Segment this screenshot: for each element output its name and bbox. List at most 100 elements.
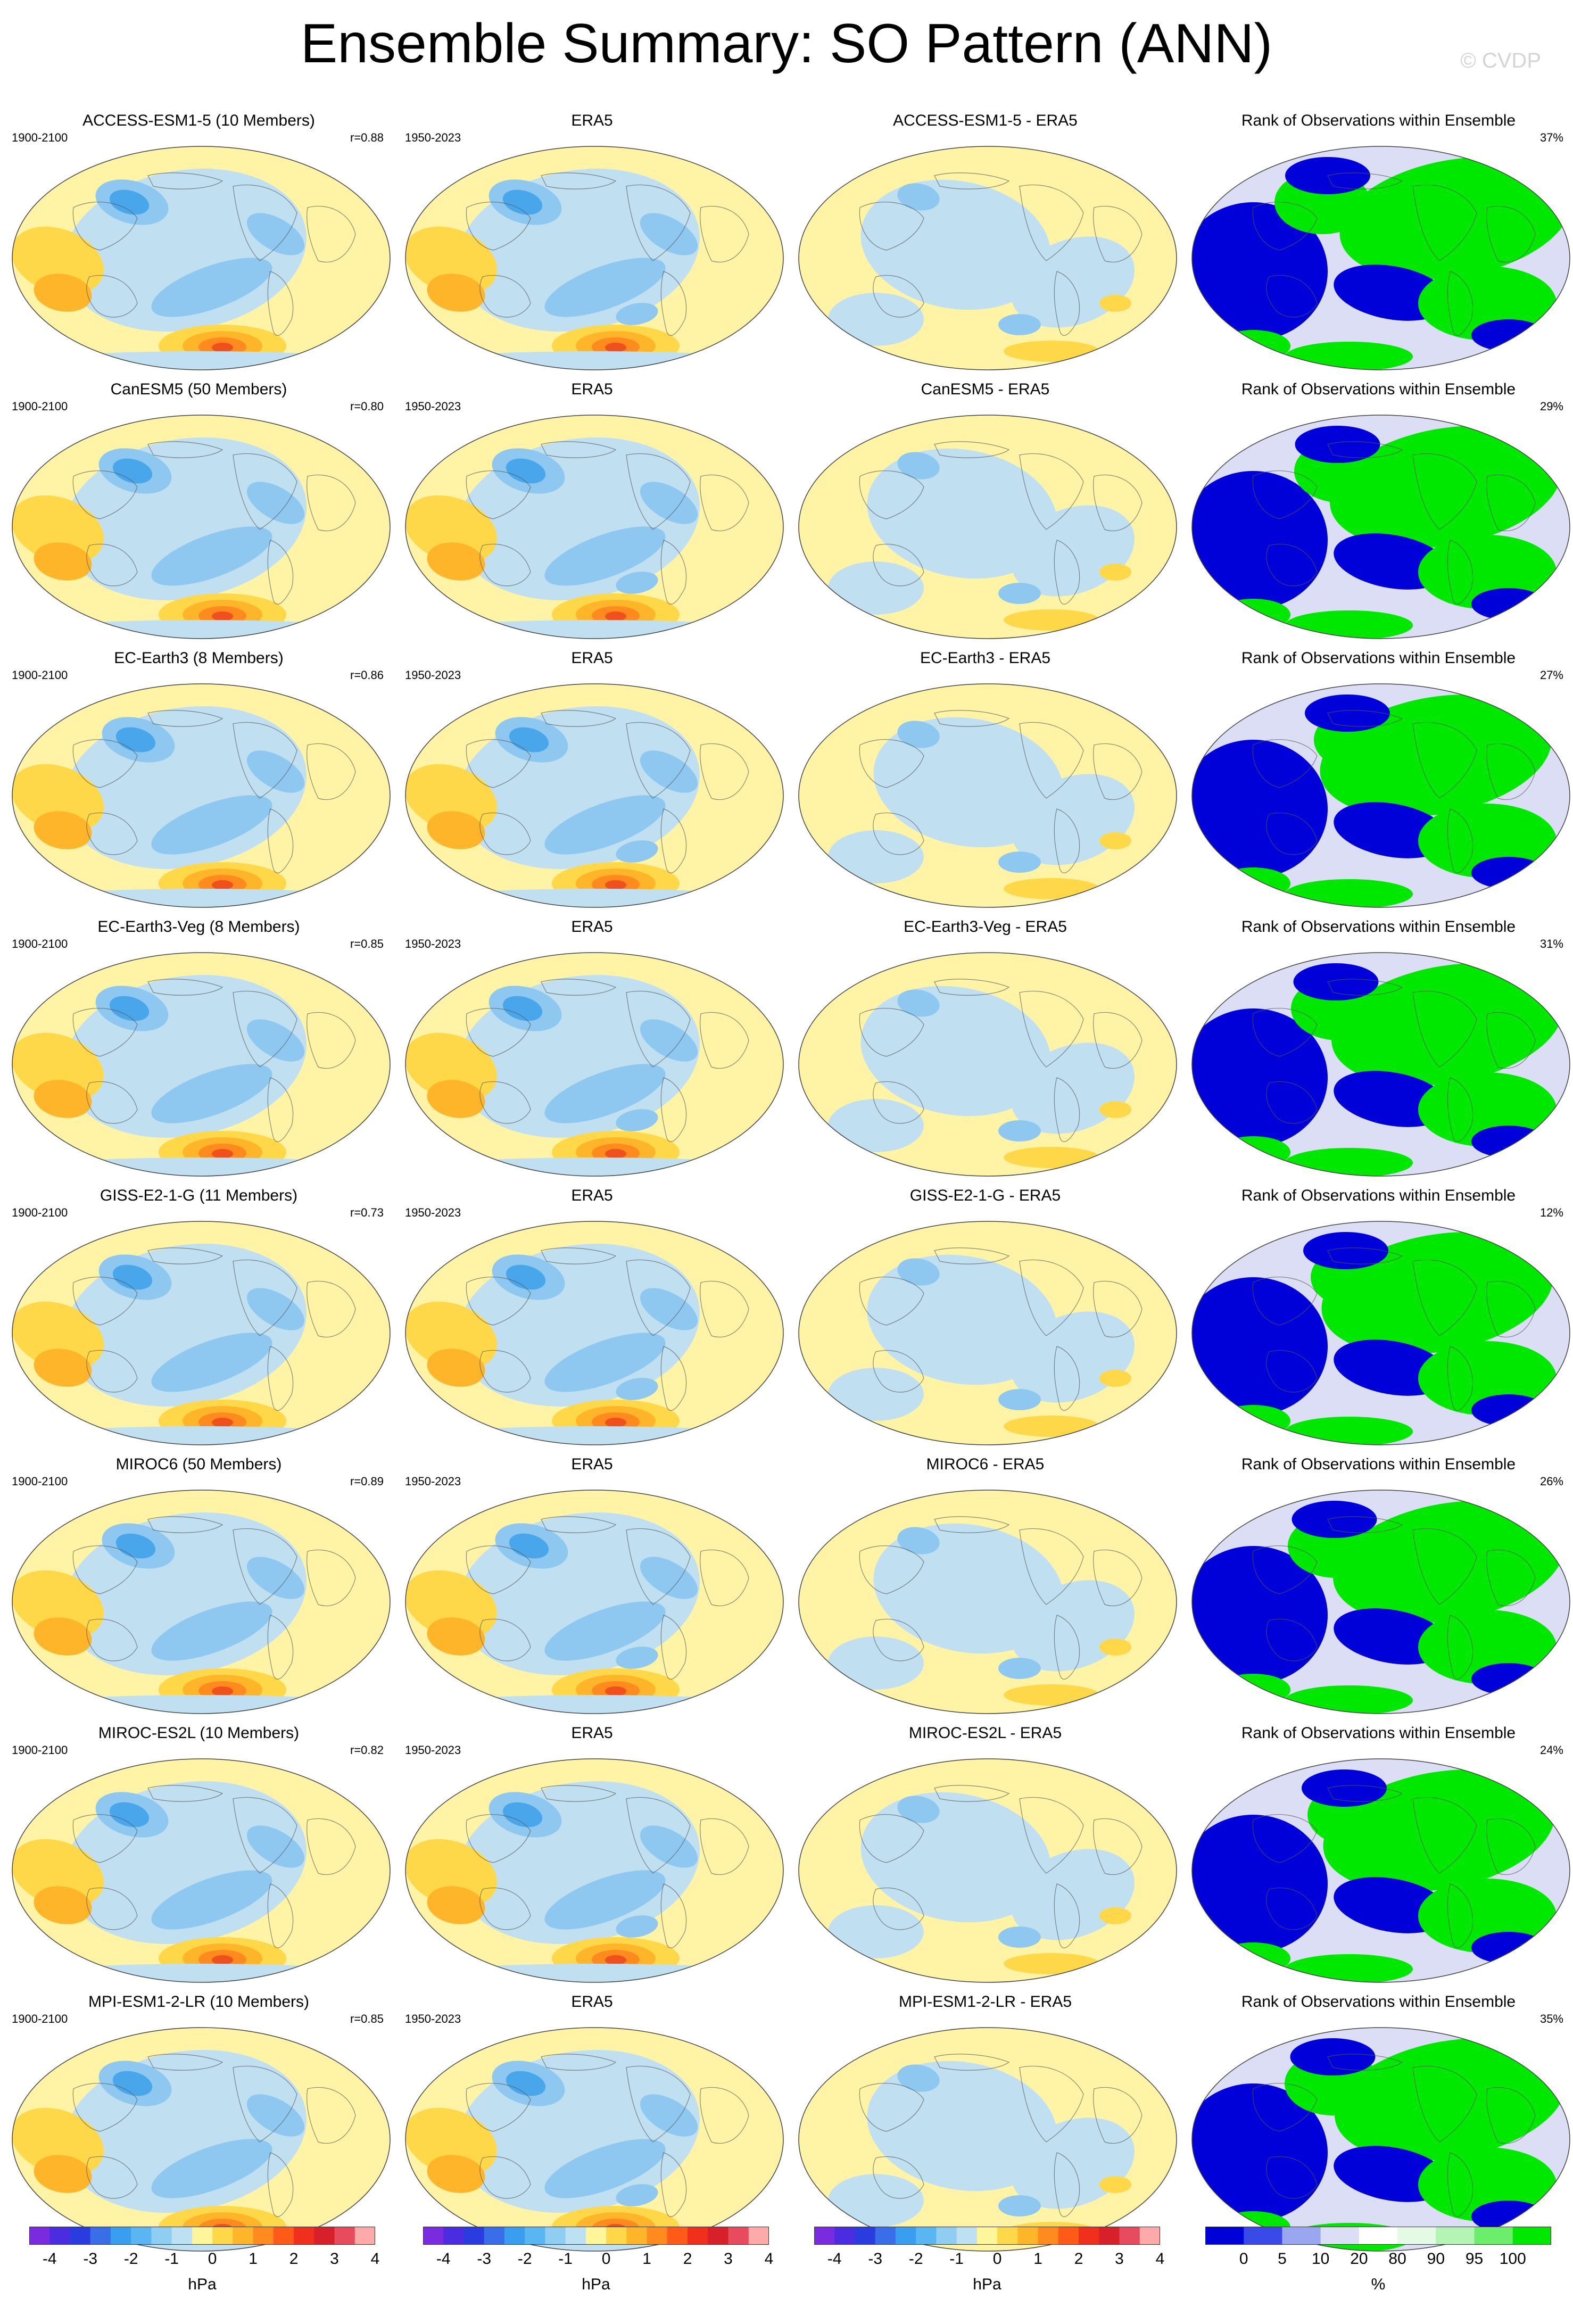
- positive-region: [1004, 1684, 1099, 1706]
- colorbar-tick-label: -2: [908, 2250, 923, 2268]
- map-outline: [405, 2027, 784, 2252]
- coastline: [1327, 172, 1403, 189]
- coastline: [233, 1259, 297, 1336]
- colorbar-tick-label: 0: [1239, 2250, 1248, 2268]
- coastline: [147, 441, 223, 458]
- negative-region: [246, 213, 305, 255]
- coastline: [1252, 1277, 1318, 1326]
- colorbar-unit: hPa: [188, 2276, 217, 2293]
- positive-region: [405, 764, 498, 833]
- panel-period: 1950-2023: [405, 400, 461, 413]
- negative-region: [998, 1658, 1041, 1679]
- coastline: [541, 1247, 617, 1264]
- positive-region: [34, 1617, 92, 1656]
- pattern-correlation: r=0.89: [350, 1475, 384, 1488]
- rank-high-region: [1330, 426, 1561, 548]
- coastline: [1093, 1818, 1143, 1875]
- rank-low-region: [1471, 1932, 1546, 1964]
- colorbar-swatches: [1205, 2227, 1551, 2245]
- rank-high-region: [1216, 1405, 1290, 1437]
- colorbar-swatch: [1359, 2227, 1398, 2245]
- coastline: [1447, 1883, 1473, 1948]
- panel-obs-row-8: ERA5 1950-2023: [395, 1988, 789, 2256]
- map-outline: [1191, 1221, 1570, 1445]
- colorbar-tick-label: -2: [123, 2250, 138, 2268]
- panel-period: 1900-2100: [12, 2012, 68, 2025]
- negative-region: [860, 1792, 1051, 1923]
- colorbar-swatch: [354, 2227, 375, 2245]
- colorbar-swatch: [463, 2227, 485, 2245]
- coastline: [72, 202, 138, 251]
- coastline: [1054, 1615, 1080, 1680]
- colorbar-swatch: [1436, 2227, 1475, 2245]
- negative-region: [897, 183, 940, 211]
- negative-core: [502, 996, 543, 1021]
- colorbar-tick-label: -3: [868, 2250, 883, 2268]
- coastline: [147, 979, 223, 996]
- rank-low-region: [1192, 1008, 1328, 1147]
- coastline: [626, 184, 691, 261]
- negative-region: [897, 1796, 940, 1823]
- coastline: [479, 275, 531, 318]
- colorbar-tick-label: 1: [642, 2250, 651, 2268]
- colorbar-swatch: [423, 2227, 444, 2245]
- positive-region: [34, 811, 92, 849]
- negative-region: [151, 526, 272, 586]
- coastline: [1266, 2156, 1318, 2199]
- panel-title: EC-Earth3 - ERA5: [920, 649, 1051, 667]
- coastline: [1486, 1012, 1536, 1069]
- model-map: [12, 1758, 391, 1983]
- positive-region: [427, 274, 485, 312]
- panel-title: CanESM5 (50 Members): [110, 381, 287, 398]
- rank-low-region: [1471, 1394, 1546, 1426]
- rank-high-region: [1285, 1148, 1413, 1176]
- negative-region: [405, 889, 783, 907]
- coastline: [466, 1545, 531, 1594]
- panel-title: Rank of Observations within Ensemble: [1241, 1187, 1516, 1204]
- negative-region: [246, 1825, 305, 1868]
- negative-core: [109, 996, 150, 1021]
- panel-period: 1950-2023: [405, 668, 461, 682]
- negative-region: [640, 482, 698, 524]
- panel-period: 1900-2100: [12, 400, 68, 413]
- coastline: [479, 1350, 531, 1393]
- positive-core: [212, 1686, 233, 1696]
- colorbar-swatch: [314, 2227, 335, 2245]
- positive-region: [1004, 878, 1099, 899]
- positive-region: [405, 1032, 498, 1102]
- coastline: [1252, 470, 1318, 519]
- coastline: [1054, 1883, 1080, 1948]
- coastline: [934, 441, 1010, 458]
- panel-title: Rank of Observations within Ensemble: [1241, 1993, 1516, 2011]
- coastline: [660, 808, 687, 873]
- coastline: [72, 1008, 138, 1057]
- coastline: [859, 1545, 924, 1594]
- colorbar-swatch: [110, 2227, 131, 2245]
- positive-region: [427, 1080, 485, 1118]
- rank-high-region: [1285, 1954, 1413, 1982]
- panel-model-row-7: MIROC-ES2L (10 Members) 1900-2100 r=0.82: [2, 1719, 395, 1988]
- colorbar-swatch: [1512, 2227, 1551, 2245]
- rank-low-region: [1471, 319, 1546, 351]
- coastline: [934, 1247, 1010, 1264]
- rank-low-region: [1192, 202, 1328, 341]
- negative-region: [12, 1695, 390, 1714]
- rank-map: [1191, 2027, 1570, 2252]
- negative-region: [828, 830, 924, 883]
- panel-model-row-4: EC-Earth3-Veg (8 Members) 1900-2100 r=0.85: [2, 913, 395, 1181]
- coastline: [934, 1785, 1010, 1802]
- colorbar-swatch: [626, 2227, 648, 2245]
- negative-region: [12, 1157, 390, 1176]
- coastline: [873, 1887, 924, 1930]
- rank-low-region: [1192, 1546, 1328, 1684]
- positive-region: [12, 2107, 104, 2177]
- colorbar-tick-label: -3: [477, 2250, 492, 2268]
- coastline: [1054, 540, 1080, 605]
- coastline: [1019, 722, 1084, 799]
- panel-model-row-5: GISS-E2-1-G (11 Members) 1900-2100 r=0.73: [2, 1181, 395, 1450]
- coastline: [660, 1346, 687, 1411]
- panel-period: 1900-2100: [12, 937, 68, 950]
- panel-title: MIROC6 - ERA5: [926, 1455, 1045, 1473]
- coastline: [1412, 722, 1477, 799]
- colorbar-swatch: [936, 2227, 957, 2245]
